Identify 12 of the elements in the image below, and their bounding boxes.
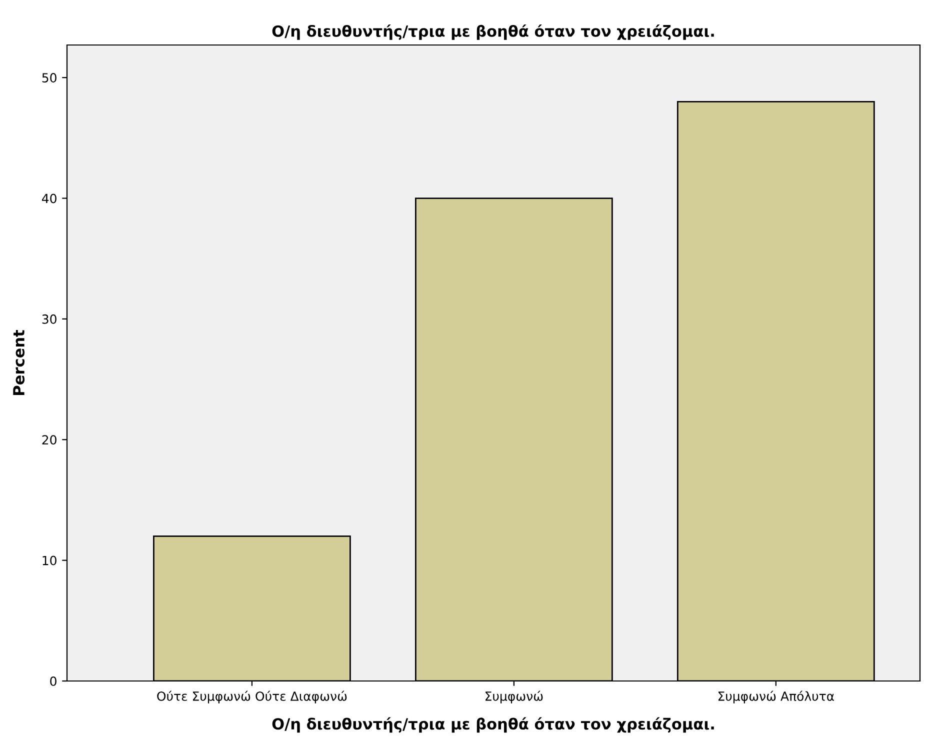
chart-title: Ο/η διευθυντής/τρια με βοηθά όταν τον χρειάζομαι.	[272, 24, 714, 40]
y-tick-label: 30	[42, 314, 56, 324]
y-tick-label: 20	[42, 435, 56, 445]
y-tick-label: 50	[42, 73, 56, 83]
y-axis-title: Percent	[13, 330, 25, 395]
x-axis-title: Ο/η διευθυντής/τρια με βοηθά όταν τον χρειάζομαι.	[272, 717, 714, 733]
x-tick-label: Ούτε Συμφωνώ Ούτε Διαφωνώ	[157, 690, 347, 704]
x-tick-label: Συμφωνώ	[486, 690, 543, 704]
x-tick-label: Συμφωνώ Απόλυτα	[718, 690, 834, 704]
y-tick-label: 10	[42, 556, 56, 566]
y-tick-label: 0	[50, 676, 56, 686]
y-tick-label: 40	[42, 194, 56, 204]
